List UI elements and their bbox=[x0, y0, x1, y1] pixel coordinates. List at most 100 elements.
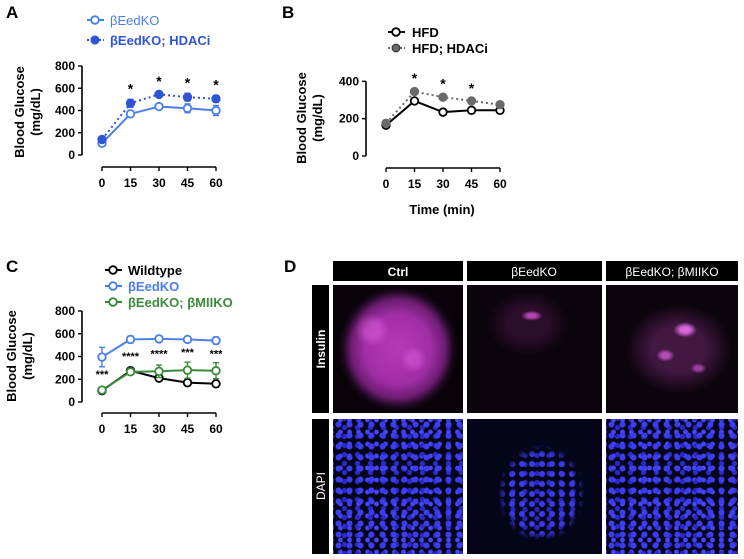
data-point-c-1 bbox=[211, 379, 221, 389]
data-point-a-1 bbox=[154, 101, 164, 112]
ylabel-b-unit: (mg/dL) bbox=[310, 94, 325, 142]
y-tick-label-b: 400 bbox=[339, 74, 359, 88]
data-point-b-2 bbox=[409, 86, 420, 97]
column-header-ko: βEedKO bbox=[511, 265, 557, 279]
significance-mark-c: *** bbox=[181, 347, 195, 359]
data-point-c-3 bbox=[125, 367, 136, 377]
y-tick-label-c: 200 bbox=[55, 372, 75, 386]
data-point-c-3 bbox=[211, 366, 221, 376]
legend-c-marker-2 bbox=[108, 281, 118, 291]
significance-mark-a: * bbox=[213, 76, 219, 92]
row-label-bg-dapi bbox=[312, 419, 329, 554]
data-point-a-1 bbox=[182, 103, 193, 113]
y-tick-label-c: 600 bbox=[55, 327, 75, 341]
legend-a-marker-2 bbox=[90, 35, 100, 45]
panel-letter-d: D bbox=[284, 257, 296, 276]
y-tick-label-c: 400 bbox=[55, 350, 75, 364]
significance-mark-b: * bbox=[412, 70, 418, 86]
row-label-bg-insulin bbox=[312, 285, 329, 413]
series-line-a-2 bbox=[101, 93, 217, 141]
significance-mark-c: *** bbox=[210, 348, 224, 360]
x-tick-label-a: 30 bbox=[152, 176, 166, 190]
significance-mark-c: **** bbox=[150, 348, 168, 360]
significance-mark-a: * bbox=[185, 74, 191, 90]
micrograph-ko-insulin bbox=[467, 285, 602, 413]
y-tick-label-a: 0 bbox=[68, 148, 75, 162]
x-tick-label-c: 60 bbox=[209, 422, 223, 436]
x-tick-label-c: 0 bbox=[99, 422, 106, 436]
x-tick-label-a: 0 bbox=[99, 176, 106, 190]
y-tick-label-c: 800 bbox=[55, 304, 75, 318]
micrograph-ko2-dapi bbox=[606, 419, 738, 554]
legend-a-marker-1 bbox=[90, 15, 100, 25]
data-point-a-2 bbox=[154, 89, 164, 100]
ylabel-c: Blood Glucose bbox=[4, 310, 19, 402]
x-tick-label-c: 45 bbox=[181, 422, 195, 436]
legend-c-label-2: βEedKO bbox=[128, 279, 179, 294]
legend-c-marker-3 bbox=[108, 297, 118, 307]
panel-letter-c: C bbox=[6, 257, 18, 276]
significance-mark-c: **** bbox=[122, 351, 140, 363]
ylabel-a-unit: (mg/dL) bbox=[28, 88, 43, 136]
column-header-ctrl: Ctrl bbox=[388, 265, 409, 279]
legend-b-marker-2 bbox=[391, 43, 401, 53]
data-point-b-2 bbox=[466, 96, 477, 106]
y-tick-label-b: 200 bbox=[339, 112, 359, 126]
ylabel-b: Blood Glucose bbox=[294, 72, 309, 164]
legend-a-label-1: βEedKO bbox=[110, 13, 159, 28]
micrograph-ko2-insulin bbox=[606, 285, 738, 413]
legend-b-label-2: HFD; HDACi bbox=[412, 41, 488, 56]
xlabel-b: Time (min) bbox=[409, 202, 475, 217]
ylabel-a-line1: Blood Glucose bbox=[12, 66, 27, 158]
data-point-a-2 bbox=[125, 98, 136, 108]
x-tick-label-b: 0 bbox=[383, 177, 390, 191]
legend-c-label-1: Wildtype bbox=[128, 263, 182, 278]
series-line-a-1 bbox=[101, 105, 217, 145]
legend-b-label-1: HFD bbox=[412, 25, 439, 40]
x-tick-label-a: 60 bbox=[209, 176, 223, 190]
data-point-b-2 bbox=[438, 92, 448, 102]
x-tick-label-a: 15 bbox=[124, 176, 138, 190]
column-header-bg-ko2 bbox=[606, 261, 738, 281]
data-point-a-1 bbox=[125, 109, 136, 119]
y-tick-label-b: 0 bbox=[352, 149, 359, 163]
legend-b-marker-1 bbox=[391, 27, 401, 37]
y-tick-label-a: 200 bbox=[55, 126, 75, 140]
data-point-b-2 bbox=[495, 99, 505, 110]
legend-c-label-3: βEedKO; βMIIKO bbox=[128, 295, 233, 310]
data-point-c-2 bbox=[182, 334, 193, 345]
significance-mark-a: * bbox=[128, 80, 134, 96]
x-tick-label-b: 15 bbox=[408, 177, 422, 191]
x-tick-label-c: 15 bbox=[124, 422, 138, 436]
data-point-c-1 bbox=[182, 377, 193, 388]
data-point-c-2 bbox=[154, 334, 164, 344]
data-point-b-2 bbox=[381, 118, 391, 129]
data-point-c-3 bbox=[97, 385, 107, 395]
panel-letter-a: A bbox=[6, 3, 18, 22]
plot-a: 0 200 400 600 800 0 15 30 45 60 * * * * bbox=[55, 59, 223, 190]
column-header-bg-ko bbox=[467, 261, 602, 281]
micrograph-ko-dapi bbox=[467, 419, 602, 554]
data-point-b-1 bbox=[409, 96, 420, 106]
data-point-b-1 bbox=[466, 105, 477, 115]
x-tick-label-c: 30 bbox=[152, 422, 166, 436]
data-point-c-2 bbox=[211, 335, 221, 346]
micrograph-ctrl-insulin bbox=[333, 285, 463, 413]
significance-mark-c: *** bbox=[96, 369, 110, 381]
y-tick-label-a: 600 bbox=[55, 81, 75, 95]
micrograph-ctrl-dapi bbox=[333, 419, 463, 554]
data-point-a-2 bbox=[211, 94, 221, 104]
row-label-insulin: Insulin bbox=[314, 330, 328, 369]
significance-mark-b: * bbox=[440, 75, 446, 91]
y-tick-label-a: 400 bbox=[55, 104, 75, 118]
x-tick-label-b: 60 bbox=[493, 177, 507, 191]
legend-a-label-2: βEedKO; HDACi bbox=[110, 33, 210, 48]
x-tick-label-b: 45 bbox=[465, 177, 479, 191]
data-point-a-1 bbox=[211, 105, 221, 116]
x-tick-label-a: 45 bbox=[181, 176, 195, 190]
data-point-a-2 bbox=[182, 92, 193, 102]
panel-letter-b: B bbox=[282, 3, 294, 22]
data-point-c-3 bbox=[154, 366, 164, 376]
